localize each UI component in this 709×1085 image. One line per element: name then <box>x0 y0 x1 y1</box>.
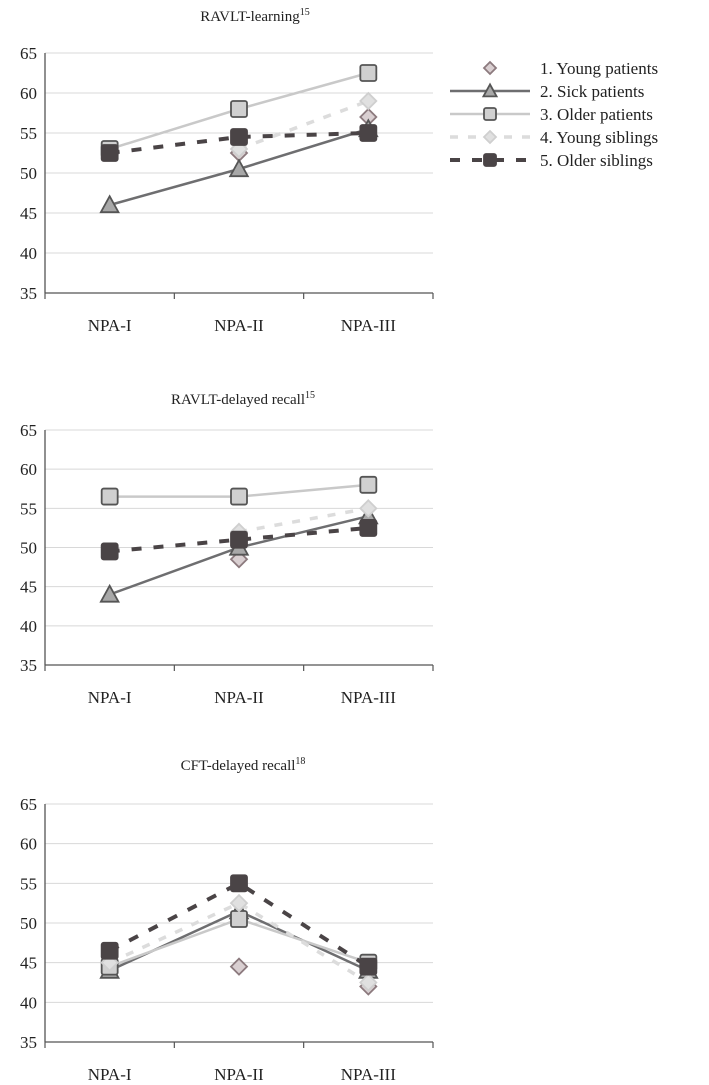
data-point <box>359 91 378 111</box>
data-point <box>100 144 119 162</box>
legend-label: 5. Older siblings <box>540 151 653 170</box>
legend-marker <box>483 153 497 167</box>
chart-title: RAVLT-learning15 <box>200 7 309 25</box>
legend-item: 3. Older patients <box>450 105 653 124</box>
data-point <box>359 519 378 537</box>
data-point <box>228 158 250 178</box>
y-tick-label: 65 <box>20 44 37 63</box>
series-line <box>108 881 370 969</box>
chart-cft-delayed-recall: CFT-delayed recall18 65 60 55 50 45 40 35 NPA-I… <box>20 756 434 1084</box>
data-point <box>99 194 120 214</box>
chart-ravlt-learning: RAVLT-learning15 65 60 55 50 45 40 35 NPA-I NPA-… <box>20 7 434 335</box>
x-tick-label: NPA-I <box>88 316 132 335</box>
legend-item: 5. Older siblings <box>450 151 653 170</box>
legend-label: 1. Young patients <box>540 59 658 78</box>
data-point <box>359 973 378 992</box>
chart-title: CFT-delayed recall18 <box>181 756 306 774</box>
y-tick-label: 65 <box>20 795 37 814</box>
x-tick-label: NPA-I <box>88 688 132 707</box>
x-tick-label: NPA-III <box>341 316 396 335</box>
y-tick-label: 55 <box>20 874 37 893</box>
x-tick-label: NPA-I <box>88 1065 132 1084</box>
data-point <box>230 530 248 549</box>
legend-marker <box>481 82 499 98</box>
y-tick-label: 40 <box>20 244 37 263</box>
y-tick-label: 45 <box>20 204 37 223</box>
y-tick-label: 35 <box>20 1033 37 1052</box>
x-tick-label: NPA-II <box>214 1065 264 1084</box>
data-point <box>230 487 248 506</box>
y-tick-label: 40 <box>20 993 37 1012</box>
data-point <box>229 893 249 913</box>
data-point <box>100 941 119 960</box>
data-point <box>359 499 378 518</box>
y-tick-label: 55 <box>20 499 37 518</box>
y-tick-label: 55 <box>20 124 37 143</box>
legend: 1. Young patients 2. Sick patients 3. Olde… <box>450 59 658 170</box>
data-point <box>359 957 378 976</box>
data-point <box>100 542 119 561</box>
data-point <box>230 128 248 146</box>
legend-label: 2. Sick patients <box>540 82 644 101</box>
y-tick-label: 50 <box>20 164 37 183</box>
legend-item: 2. Sick patients <box>450 82 644 101</box>
legend-label: 3. Older patients <box>540 105 653 124</box>
y-tick-label: 35 <box>20 656 37 675</box>
legend-item: 4. Young siblings <box>450 128 658 147</box>
data-point <box>230 874 248 893</box>
chart-ravlt-delayed-recall: RAVLT-delayed recall15 65 60 55 50 45 40 35 NPA… <box>20 390 434 707</box>
x-tick-label: NPA-III <box>341 1065 396 1084</box>
y-tick-label: 65 <box>20 421 37 440</box>
data-point <box>99 583 120 603</box>
data-point <box>359 475 378 494</box>
data-point <box>229 957 249 976</box>
y-tick-label: 60 <box>20 835 37 854</box>
y-tick-label: 50 <box>20 539 37 558</box>
y-tick-label: 45 <box>20 954 37 973</box>
y-tick-label: 45 <box>20 578 37 597</box>
x-tick-label: NPA-III <box>341 688 396 707</box>
x-tick-label: NPA-II <box>214 316 264 335</box>
legend-marker <box>482 129 498 145</box>
legend-marker <box>482 60 498 76</box>
y-tick-label: 60 <box>20 460 37 479</box>
series-line <box>238 99 369 151</box>
data-point <box>100 487 119 506</box>
data-point <box>359 124 378 142</box>
data-point <box>359 64 378 82</box>
series-line <box>238 506 369 534</box>
data-point <box>230 910 248 928</box>
y-tick-label: 40 <box>20 617 37 636</box>
legend-label: 4. Young siblings <box>540 128 658 147</box>
y-tick-label: 60 <box>20 84 37 103</box>
legend-marker <box>483 107 497 121</box>
y-tick-label: 50 <box>20 914 37 933</box>
data-point <box>230 100 248 118</box>
x-tick-label: NPA-II <box>214 688 264 707</box>
legend-item: 1. Young patients <box>482 59 658 78</box>
chart-title: RAVLT-delayed recall15 <box>171 390 315 408</box>
y-tick-label: 35 <box>20 284 37 303</box>
